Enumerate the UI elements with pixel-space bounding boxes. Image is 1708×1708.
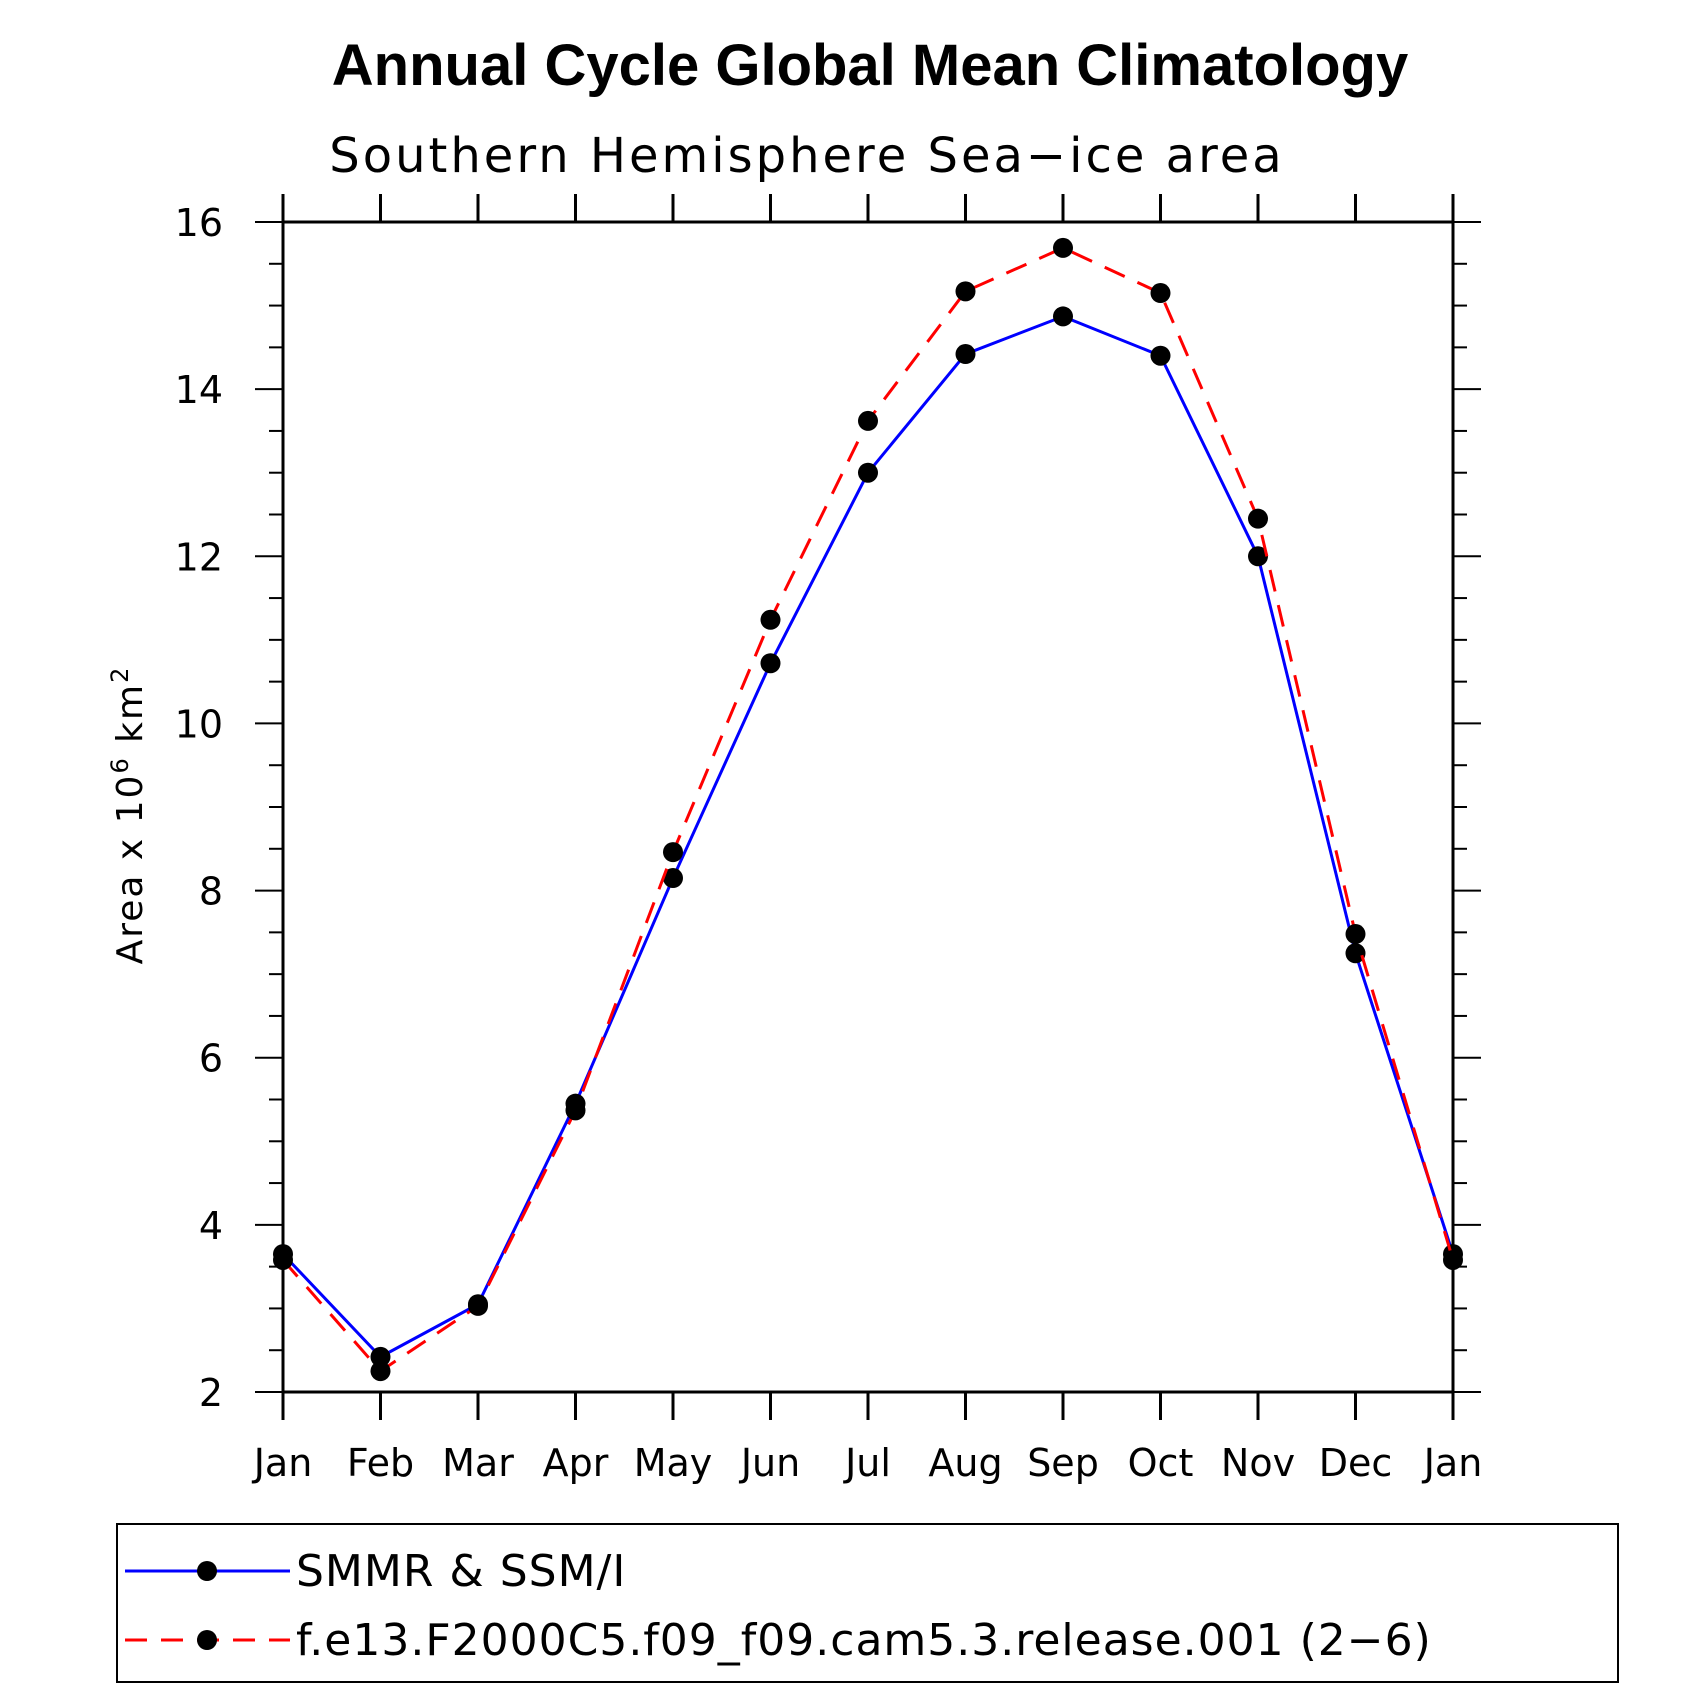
data-point xyxy=(1150,345,1171,366)
y-axis-label-text: Area x 10 xyxy=(110,774,151,965)
x-tick-label: Apr xyxy=(543,1441,609,1485)
data-point xyxy=(663,868,683,889)
x-tick-label: May xyxy=(634,1441,713,1485)
x-tick-label: Oct xyxy=(1128,1441,1194,1485)
x-axis: Jan Feb Mar Apr May Jun Jul Aug Sep Oct Nov Dec Jan xyxy=(252,194,1483,1485)
x-tick-label: Mar xyxy=(442,1441,514,1485)
chart-title: Annual Cycle Global Mean Climatology xyxy=(332,33,1408,98)
y-tick-label: 2 xyxy=(199,1371,223,1415)
x-tick-label: Aug xyxy=(928,1441,1002,1485)
legend-label-model: f.e13.F2000C5.f09_f09.cam5.3.release.001… xyxy=(296,1615,1432,1666)
data-point xyxy=(858,462,878,483)
series-layer xyxy=(273,237,1463,1382)
y-tick-label: 10 xyxy=(175,702,223,746)
y-tick-label: 6 xyxy=(199,1037,223,1081)
data-point xyxy=(273,1249,293,1270)
data-point xyxy=(955,344,976,365)
data-point xyxy=(1150,283,1171,304)
y-tick-label: 16 xyxy=(175,201,223,245)
y-axis-label: Area x 106 km2 xyxy=(106,666,151,965)
data-point xyxy=(1345,943,1366,964)
y-tick-label: 8 xyxy=(199,870,223,914)
data-point xyxy=(858,410,878,431)
series-0 xyxy=(273,306,1463,1367)
y-tick-label: 14 xyxy=(175,368,223,412)
legend-marker-model xyxy=(197,1630,217,1650)
y-axis-label-exponent: 6 xyxy=(106,756,134,773)
y-tick-label: 4 xyxy=(199,1204,223,1248)
legend-box xyxy=(116,1523,1619,1683)
plot-frame xyxy=(281,220,1455,1394)
chart-subtitle: Southern Hemisphere Sea−ice area xyxy=(329,128,1284,184)
data-point xyxy=(663,842,683,863)
y-axis-label-unit-exponent: 2 xyxy=(106,666,134,683)
data-point xyxy=(955,281,976,302)
y-axis: 2 4 6 8 10 12 14 16 xyxy=(175,201,1481,1415)
data-point xyxy=(1248,508,1268,529)
data-point xyxy=(1053,306,1073,327)
data-point xyxy=(1248,546,1268,567)
legend-label-smmr: SMMR & SSM/I xyxy=(296,1546,626,1597)
y-axis-label-unit: km xyxy=(110,683,151,743)
data-point xyxy=(1053,237,1073,258)
legend: SMMR & SSM/I f.e13.F2000C5.f09_f09.cam5.… xyxy=(116,1523,1619,1683)
data-point xyxy=(1345,924,1366,945)
y-tick-label: 12 xyxy=(175,535,223,579)
x-tick-label: Sep xyxy=(1027,1441,1099,1485)
data-point xyxy=(565,1100,586,1121)
data-point xyxy=(760,653,781,674)
data-point xyxy=(370,1346,391,1367)
data-point xyxy=(1443,1249,1463,1270)
x-tick-label: Nov xyxy=(1221,1441,1295,1485)
data-point xyxy=(370,1361,391,1382)
x-tick-label: Jul xyxy=(843,1441,891,1485)
legend-marker-smmr xyxy=(197,1561,217,1581)
data-point xyxy=(468,1295,488,1316)
x-tick-label: Jun xyxy=(739,1441,800,1485)
x-tick-label: Feb xyxy=(347,1441,414,1485)
x-tick-label: Jan xyxy=(1422,1441,1483,1485)
data-point xyxy=(760,609,781,630)
series-1 xyxy=(273,237,1463,1382)
x-tick-label: Jan xyxy=(252,1441,313,1485)
plot-axes xyxy=(281,220,1455,1394)
x-tick-label: Dec xyxy=(1319,1441,1393,1485)
